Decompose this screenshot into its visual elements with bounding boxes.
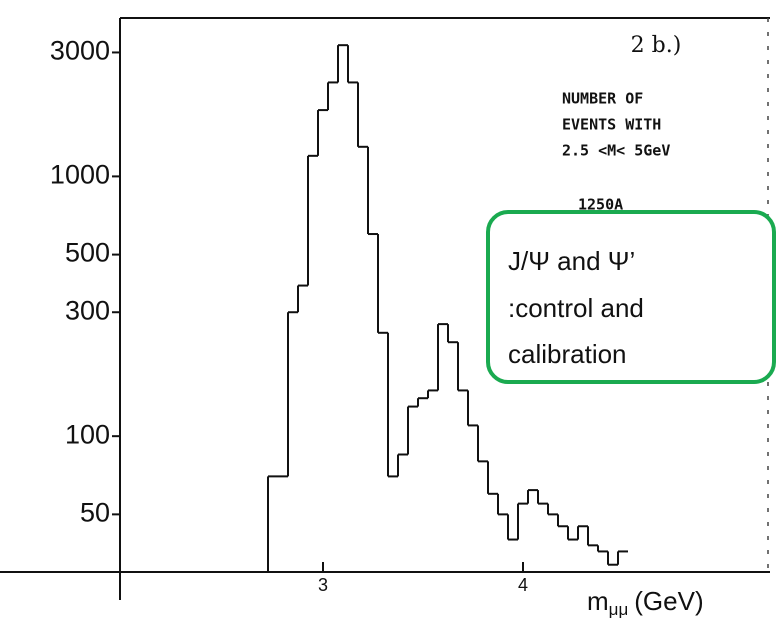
x-tick-label: 4	[518, 575, 528, 595]
y-tick-label: 1000	[50, 160, 110, 190]
annotation: 2.5 <M< 5GeV	[562, 142, 670, 160]
y-tick-label: 50	[80, 497, 110, 527]
x-tick-label: 3	[318, 575, 328, 595]
callout-text: calibration	[508, 339, 627, 369]
annotation: 1250A	[578, 196, 623, 214]
x-label-unit: (GeV)	[634, 586, 703, 616]
annotation: EVENTS WITH	[562, 116, 661, 134]
x-label-sub: μμ	[609, 600, 629, 619]
panel-label: 2 b.)	[631, 33, 682, 58]
y-tick-label: 3000	[50, 36, 110, 66]
annotation: NUMBER OF	[562, 90, 643, 108]
y-tick-label: 300	[65, 295, 110, 325]
y-tick-label: 500	[65, 238, 110, 268]
y-tick-label: 100	[65, 419, 110, 449]
callout-text: J/Ψ and Ψ’	[508, 246, 635, 276]
x-label-base: m	[587, 586, 609, 616]
callout-box	[486, 210, 776, 384]
x-axis-label: mμμ (GeV)	[587, 586, 704, 620]
callout-text: :control and	[508, 293, 644, 323]
